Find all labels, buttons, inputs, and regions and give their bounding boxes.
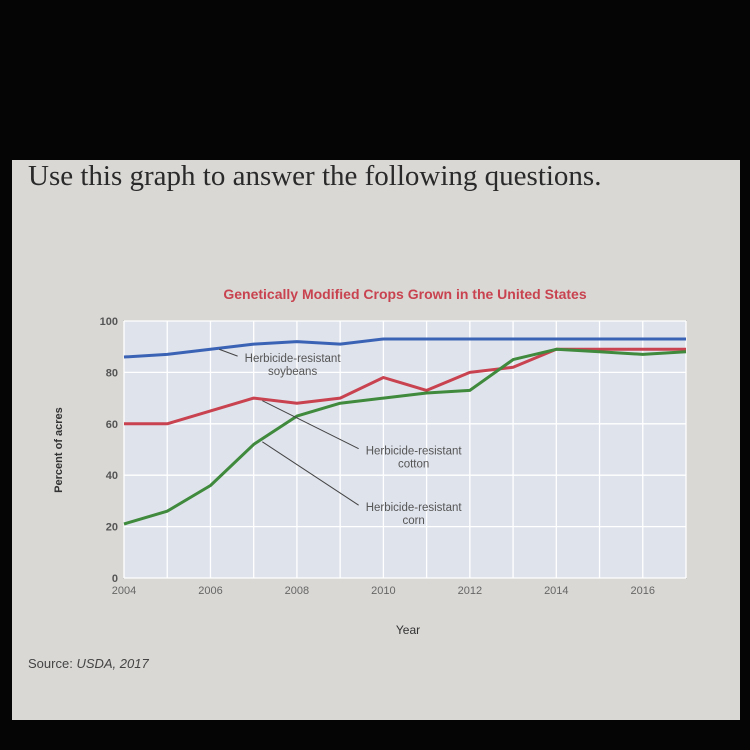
series-line-corn — [123, 347, 687, 526]
x-tick-label: 2014 — [544, 585, 568, 597]
x-tick-label: 2010 — [371, 585, 395, 597]
annotation-label-cotton: cotton — [398, 459, 429, 471]
y-tick-label: 100 — [100, 316, 118, 328]
line-chart: Genetically Modified Crops Grown in the … — [53, 286, 687, 637]
x-tick-label: 2006 — [198, 585, 222, 597]
plot-area — [123, 320, 687, 579]
series-line-cotton — [124, 347, 686, 426]
annotation-label-corn: Herbicide-resistant — [366, 502, 463, 514]
annotations: Herbicide-resistantsoybeansHerbicide-res… — [218, 348, 463, 527]
worksheet: Use this graph to answer the following q… — [12, 160, 740, 720]
x-tick-label: 2016 — [631, 585, 655, 597]
annotation-label-soybeans: soybeans — [268, 366, 317, 378]
x-axis-label: Year — [396, 623, 420, 637]
question-text: Use this graph to answer the following q… — [28, 160, 602, 192]
annotation-label-soybeans: Herbicide-resistant — [245, 353, 342, 365]
y-tick-label: 80 — [106, 367, 118, 379]
y-tick-label: 60 — [106, 419, 118, 431]
x-tick-label: 2008 — [285, 585, 309, 597]
tick-labels: 0 20 40 60 80 100 2004 2006 2008 2010 2012 2014 2016 — [100, 316, 655, 597]
annotation-leader-corn — [262, 441, 359, 506]
x-tick-label: 2012 — [458, 585, 482, 597]
y-axis-label: Percent of acres — [53, 407, 65, 493]
annotation-label-cotton: Herbicide-resistant — [366, 446, 463, 458]
series-line-soybeans — [123, 337, 686, 359]
x-tick-label: 2004 — [112, 585, 136, 597]
annotation-leader-cotton — [262, 400, 359, 450]
chart-title: Genetically Modified Crops Grown in the … — [223, 286, 586, 302]
grid — [123, 320, 687, 579]
y-tick-label: 20 — [106, 522, 118, 534]
annotation-label-corn: corn — [402, 515, 424, 527]
series-lines — [123, 337, 687, 526]
annotation-leader-soybeans — [218, 348, 238, 357]
source-label: Source: — [28, 656, 73, 671]
y-tick-label: 0 — [112, 573, 118, 585]
source-note: Source: USDA, 2017 — [28, 656, 149, 671]
source-value: USDA, 2017 — [76, 656, 149, 671]
y-tick-label: 40 — [106, 470, 118, 482]
